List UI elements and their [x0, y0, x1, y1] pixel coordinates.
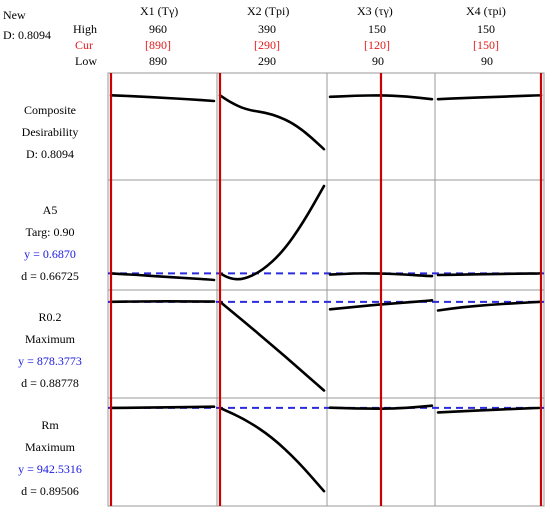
response-curve-r2-c1 [218, 300, 326, 392]
factor-cur-x1: [890] [145, 38, 171, 52]
factor-name-x1: X1 (Tγ) [140, 4, 179, 18]
high-label: High [73, 22, 97, 36]
row-response-value: y = 942.5316 [18, 462, 82, 476]
panel-r0-c0 [107, 72, 218, 181]
row-title: R0.2 [38, 310, 62, 324]
panel-r0-c1 [216, 72, 328, 181]
reference-lines [108, 272, 544, 409]
response-curve-r0-c0 [109, 94, 216, 103]
row-label-composite: Composite Desirability D: 0.8094 [0, 99, 100, 165]
panel-r2-c0 [107, 289, 218, 399]
factor-name-x4: X4 (τpi) [466, 4, 506, 18]
row-desirability: d = 0.89506 [21, 484, 79, 498]
row-label-r02: R0.2 Maximum y = 878.3773 d = 0.88778 [0, 306, 100, 394]
factor-low-x3: 90 [372, 54, 384, 68]
factor-cur-x4: [150] [473, 38, 499, 52]
factor-high-x1: 960 [149, 22, 167, 36]
response-curve-r3-c3 [436, 406, 543, 414]
panel-r3-c3 [434, 397, 545, 507]
current-setting-lines [109, 73, 543, 506]
response-curves [109, 93, 543, 493]
factor-name-x2: X2 (Tpi) [247, 4, 290, 18]
response-curve-r0-c3 [436, 93, 543, 101]
cur-label: Cur [75, 38, 93, 52]
response-curve-r2-c3 [436, 300, 543, 312]
row-line2: Desirability [21, 125, 79, 139]
row-line2: Targ: 0.90 [25, 225, 75, 239]
response-curve-r1-c3 [436, 272, 543, 277]
panel-grid [107, 72, 545, 507]
factor-low-x1: 890 [149, 54, 167, 68]
row-title: Rm [41, 418, 59, 432]
row-response-value: y = 0.6870 [24, 247, 76, 261]
row-title: A5 [42, 203, 58, 217]
row-label-rm: Rm Maximum y = 942.5316 d = 0.89506 [0, 414, 100, 502]
response-curve-r3-c1 [218, 406, 326, 493]
panel-r3-c0 [107, 397, 218, 507]
low-label: Low [75, 54, 97, 68]
factor-cur-x2: [290] [254, 38, 280, 52]
response-curve-r3-c0 [109, 405, 216, 410]
row-line3: D: 0.8094 [26, 147, 74, 161]
new-label: New [3, 8, 26, 22]
row-line2: Maximum [25, 440, 75, 454]
overall-desirability: D: 0.8094 [3, 28, 51, 42]
response-curve-r1-c1 [218, 184, 326, 281]
factor-name-x3: X3 (τγ) [357, 4, 393, 18]
panel-r2-c3 [434, 289, 545, 399]
row-title: Composite [23, 103, 76, 117]
row-desirability: d = 0.66725 [21, 269, 79, 283]
factor-cur-x3: [120] [364, 38, 390, 52]
factor-low-x2: 290 [258, 54, 276, 68]
row-label-a5: A5 Targ: 0.90 y = 0.6870 d = 0.66725 [0, 199, 100, 287]
factor-low-x4: 90 [481, 54, 493, 68]
response-curve-r1-c0 [109, 272, 216, 282]
factor-high-x2: 390 [258, 22, 276, 36]
row-line2: Maximum [25, 332, 75, 346]
row-desirability: d = 0.88778 [21, 376, 79, 390]
response-curve-r0-c1 [218, 94, 326, 151]
panel-r0-c3 [434, 72, 545, 181]
row-response-value: y = 878.3773 [18, 354, 82, 368]
factor-high-x3: 150 [368, 22, 386, 36]
factor-high-x4: 150 [477, 22, 495, 36]
